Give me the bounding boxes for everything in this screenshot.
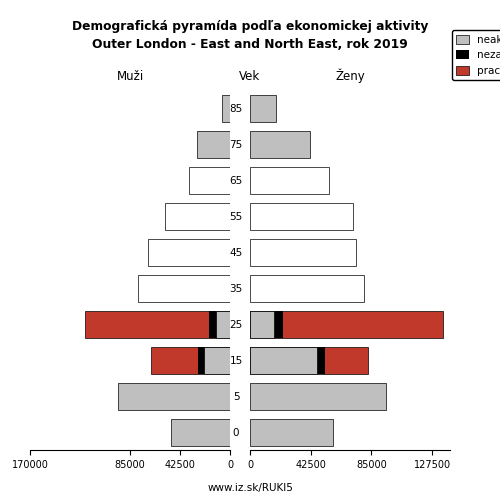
Legend: neaktívni, nezamestnaní, pracujúci: neaktívni, nezamestnaní, pracujúci bbox=[452, 30, 500, 80]
Bar bbox=[250, 310, 274, 338]
Bar bbox=[250, 166, 328, 194]
Bar bbox=[216, 310, 230, 338]
Bar bbox=[204, 346, 230, 374]
Bar bbox=[150, 346, 230, 374]
Bar bbox=[250, 418, 333, 446]
Bar bbox=[198, 346, 230, 374]
Bar bbox=[189, 166, 230, 194]
Bar bbox=[250, 346, 368, 374]
Bar bbox=[148, 238, 230, 266]
Bar bbox=[138, 274, 230, 301]
Bar bbox=[250, 130, 310, 158]
Text: Demografická pyramída podľa ekonomickej aktivity: Demografická pyramída podľa ekonomickej … bbox=[72, 20, 428, 33]
Text: Muži: Muži bbox=[116, 70, 143, 83]
Bar bbox=[222, 94, 230, 122]
Bar bbox=[118, 382, 230, 409]
Bar bbox=[250, 382, 386, 409]
Text: Vek: Vek bbox=[240, 70, 260, 82]
Text: www.iz.sk/RUKI5: www.iz.sk/RUKI5 bbox=[207, 482, 293, 492]
Text: Ženy: Ženy bbox=[335, 68, 365, 83]
Bar bbox=[250, 202, 353, 230]
Bar bbox=[86, 310, 230, 338]
Bar bbox=[250, 238, 356, 266]
Bar bbox=[250, 310, 443, 338]
Bar bbox=[250, 94, 276, 122]
Bar bbox=[166, 202, 230, 230]
Bar bbox=[250, 274, 364, 301]
Text: Outer London - East and North East, rok 2019: Outer London - East and North East, rok … bbox=[92, 38, 408, 51]
Bar bbox=[171, 418, 230, 446]
Bar bbox=[209, 310, 230, 338]
Bar bbox=[250, 346, 325, 374]
Bar bbox=[250, 346, 317, 374]
Bar bbox=[250, 310, 283, 338]
Bar bbox=[197, 130, 230, 158]
